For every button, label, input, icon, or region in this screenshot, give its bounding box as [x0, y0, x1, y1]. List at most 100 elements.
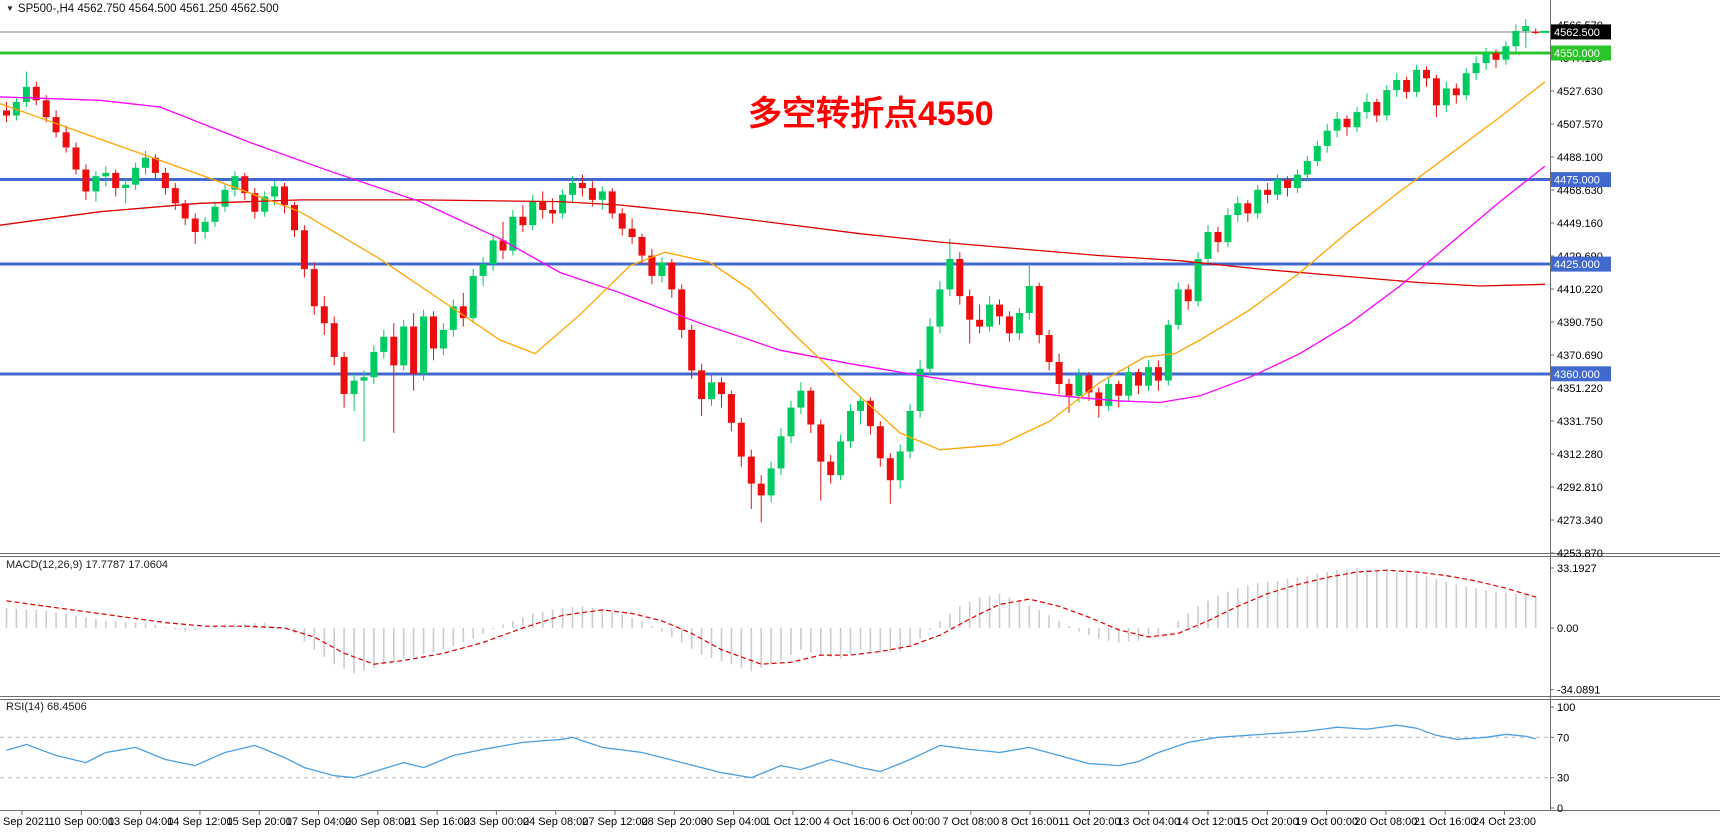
time-tick-label: 1 Oct 12:00 [764, 816, 821, 828]
time-tick-label: 13 Oct 04:00 [1117, 816, 1180, 828]
price-tick-label: 4468.630 [1557, 185, 1603, 197]
candle-body [151, 157, 159, 173]
candle-body [370, 351, 378, 378]
candle-body [1204, 232, 1212, 259]
price-tick-label: 4449.160 [1557, 218, 1603, 230]
candle-body [1522, 26, 1530, 32]
price-tick-label: 4410.220 [1557, 284, 1603, 296]
candle-body [827, 461, 835, 476]
candle-body [936, 289, 944, 327]
candle-body [966, 296, 974, 320]
candle-body [310, 269, 318, 307]
candle-body [191, 218, 199, 232]
candle-body [1452, 88, 1460, 96]
candle-body [1343, 118, 1351, 128]
time-tick-label: 15 Sep 20:00 [226, 816, 291, 828]
candle-body [72, 147, 80, 170]
panel-separators[interactable] [0, 553, 1720, 811]
candle-body [360, 377, 368, 381]
candle-body [618, 213, 626, 229]
candle-body [330, 323, 338, 357]
candle-body [1075, 375, 1083, 396]
candle-body [598, 191, 606, 200]
candle-body [22, 86, 30, 102]
ma-magenta-line[interactable] [0, 96, 1546, 404]
candle-body [668, 262, 676, 290]
candle-body [1373, 102, 1381, 116]
symbol-ohlc-readout: ▼ SP500-,H4 4562.750 4564.500 4561.250 45… [6, 3, 279, 15]
candle-body [757, 483, 765, 496]
candle-body [539, 201, 547, 210]
rsi-tick-label: 70 [1557, 732, 1569, 744]
candle-body [340, 356, 348, 394]
candle-body [201, 221, 209, 232]
candle-body [876, 426, 884, 459]
candle-body [996, 304, 1003, 317]
macd-panel[interactable] [5, 568, 1537, 674]
candle-body [1015, 313, 1023, 334]
candle-body [112, 172, 120, 189]
ma-red-line[interactable] [0, 199, 1546, 287]
candle-body [142, 157, 149, 168]
candle-body [578, 183, 586, 189]
candle-body [410, 326, 418, 374]
candle-body [529, 201, 537, 226]
price-tick-label: 4312.280 [1557, 449, 1603, 461]
candle-body [221, 189, 229, 207]
price-level-box [1551, 172, 1611, 188]
chevron-down-icon[interactable]: ▼ [6, 4, 14, 13]
price-level-lines[interactable] [0, 31, 1550, 376]
time-tick-label: 24 Oct 23:00 [1473, 816, 1536, 828]
candle-body [1482, 53, 1490, 64]
candle-body [1164, 324, 1172, 381]
candle-body [1303, 161, 1311, 175]
time-tick-label: 19 Oct 00:00 [1295, 816, 1358, 828]
ma-orange-line[interactable] [0, 81, 1546, 451]
chart-text-annotation[interactable]: 多空转折点4550 [748, 95, 994, 133]
time-tick-label: 20 Oct 08:00 [1354, 816, 1417, 828]
candle-body [1293, 174, 1301, 189]
price-tick-label: 4527.630 [1557, 86, 1603, 98]
price-level-box-label: 4562.500 [1554, 27, 1600, 39]
candle-body [698, 370, 706, 400]
rsi-panel[interactable] [0, 724, 1550, 779]
candle-body [767, 468, 775, 496]
price-level-box [1551, 256, 1611, 272]
candle-body [1333, 118, 1341, 131]
candle-body [588, 188, 596, 200]
time-tick-label: 14 Sep 12:00 [167, 816, 232, 828]
candle-body [350, 380, 358, 395]
price-level-box-label: 4425.000 [1554, 259, 1600, 271]
candle-body [1313, 145, 1321, 162]
candle-body [787, 407, 795, 437]
candle-body [1363, 102, 1371, 113]
candle-body [1045, 335, 1053, 362]
candle-body [1115, 383, 1123, 396]
candle-body [857, 400, 864, 411]
candle-body [926, 326, 934, 369]
candle-body [916, 368, 924, 411]
candle-body [181, 203, 189, 219]
candle-body [82, 169, 90, 192]
candle-body [1432, 78, 1440, 106]
candlestick-series[interactable] [3, 19, 1540, 523]
candle-body [291, 205, 298, 231]
candle-body [1125, 372, 1133, 396]
macd-indicator-label: MACD(12,26,9) 17.7787 17.0604 [6, 559, 169, 571]
candle-body [430, 316, 437, 349]
candle-body [1254, 189, 1262, 214]
candle-body [271, 186, 279, 197]
candle-body [1145, 367, 1152, 386]
candle-body [499, 240, 507, 251]
candle-body [1512, 31, 1520, 47]
candle-body [251, 193, 259, 212]
candle-body [439, 329, 447, 349]
candle-body [52, 117, 60, 133]
candle-body [1423, 69, 1430, 79]
price-axis[interactable]: 4566.5704547.1004527.6304507.5704488.100… [1550, 0, 1611, 815]
candle-body [509, 216, 517, 251]
candle-body [976, 319, 984, 327]
